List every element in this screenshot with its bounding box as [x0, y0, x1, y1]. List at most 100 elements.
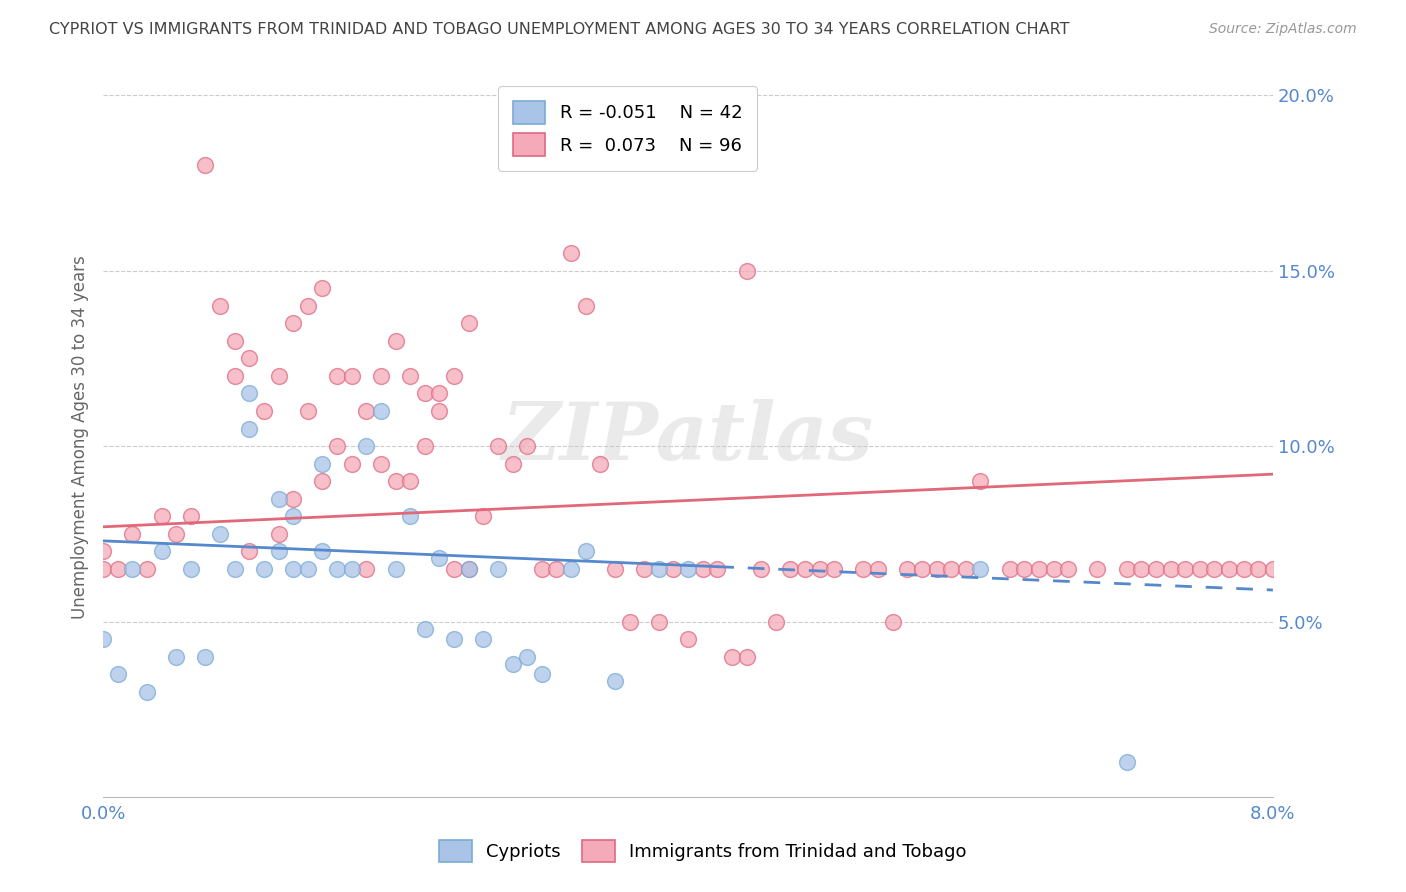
- Point: [1042, 562, 1064, 576]
- Point: [311, 474, 333, 488]
- Point: [530, 562, 553, 576]
- Point: [457, 316, 479, 330]
- Point: [238, 421, 260, 435]
- Point: [955, 562, 977, 576]
- Point: [676, 632, 699, 647]
- Point: [765, 615, 787, 629]
- Point: [516, 649, 538, 664]
- Point: [998, 562, 1021, 576]
- Point: [370, 404, 392, 418]
- Point: [91, 632, 114, 647]
- Point: [457, 562, 479, 576]
- Point: [662, 562, 685, 576]
- Point: [356, 439, 378, 453]
- Point: [589, 457, 612, 471]
- Point: [326, 368, 349, 383]
- Point: [384, 562, 406, 576]
- Point: [311, 281, 333, 295]
- Point: [107, 667, 129, 681]
- Point: [429, 386, 451, 401]
- Point: [311, 544, 333, 558]
- Point: [399, 368, 422, 383]
- Point: [194, 158, 217, 172]
- Point: [399, 509, 422, 524]
- Point: [735, 263, 758, 277]
- Point: [253, 562, 276, 576]
- Point: [472, 509, 495, 524]
- Point: [297, 404, 319, 418]
- Point: [1014, 562, 1036, 576]
- Point: [1115, 562, 1137, 576]
- Point: [1188, 562, 1211, 576]
- Point: [180, 509, 202, 524]
- Point: [823, 562, 845, 576]
- Point: [1144, 562, 1167, 576]
- Point: [1160, 562, 1182, 576]
- Point: [121, 526, 143, 541]
- Point: [136, 562, 159, 576]
- Point: [224, 334, 246, 348]
- Point: [692, 562, 714, 576]
- Point: [486, 562, 509, 576]
- Point: [925, 562, 948, 576]
- Point: [326, 439, 349, 453]
- Point: [1291, 562, 1313, 576]
- Point: [1247, 562, 1270, 576]
- Point: [1174, 562, 1197, 576]
- Point: [165, 526, 187, 541]
- Point: [267, 526, 290, 541]
- Point: [472, 632, 495, 647]
- Point: [735, 649, 758, 664]
- Point: [896, 562, 918, 576]
- Point: [297, 299, 319, 313]
- Point: [413, 439, 436, 453]
- Point: [603, 674, 626, 689]
- Point: [941, 562, 963, 576]
- Point: [546, 562, 568, 576]
- Point: [267, 544, 290, 558]
- Text: ZIPatlas: ZIPatlas: [502, 399, 875, 476]
- Point: [384, 334, 406, 348]
- Point: [794, 562, 817, 576]
- Point: [283, 562, 305, 576]
- Point: [283, 491, 305, 506]
- Point: [238, 386, 260, 401]
- Text: Source: ZipAtlas.com: Source: ZipAtlas.com: [1209, 22, 1357, 37]
- Point: [340, 562, 363, 576]
- Point: [326, 562, 349, 576]
- Point: [969, 474, 991, 488]
- Point: [340, 457, 363, 471]
- Point: [648, 615, 671, 629]
- Point: [209, 299, 232, 313]
- Point: [384, 474, 406, 488]
- Point: [194, 649, 217, 664]
- Point: [150, 509, 173, 524]
- Point: [443, 562, 465, 576]
- Point: [852, 562, 875, 576]
- Point: [749, 562, 772, 576]
- Point: [619, 615, 641, 629]
- Point: [633, 562, 655, 576]
- Point: [297, 562, 319, 576]
- Point: [779, 562, 801, 576]
- Point: [516, 439, 538, 453]
- Text: CYPRIOT VS IMMIGRANTS FROM TRINIDAD AND TOBAGO UNEMPLOYMENT AMONG AGES 30 TO 34 : CYPRIOT VS IMMIGRANTS FROM TRINIDAD AND …: [49, 22, 1070, 37]
- Point: [253, 404, 276, 418]
- Point: [648, 562, 671, 576]
- Point: [721, 649, 744, 664]
- Point: [676, 562, 699, 576]
- Point: [1028, 562, 1050, 576]
- Point: [530, 667, 553, 681]
- Point: [443, 368, 465, 383]
- Point: [311, 457, 333, 471]
- Point: [560, 562, 582, 576]
- Point: [575, 299, 598, 313]
- Point: [91, 562, 114, 576]
- Point: [575, 544, 598, 558]
- Point: [882, 615, 904, 629]
- Point: [868, 562, 890, 576]
- Point: [180, 562, 202, 576]
- Legend: R = -0.051    N = 42, R =  0.073    N = 96: R = -0.051 N = 42, R = 0.073 N = 96: [498, 87, 756, 170]
- Point: [224, 368, 246, 383]
- Point: [107, 562, 129, 576]
